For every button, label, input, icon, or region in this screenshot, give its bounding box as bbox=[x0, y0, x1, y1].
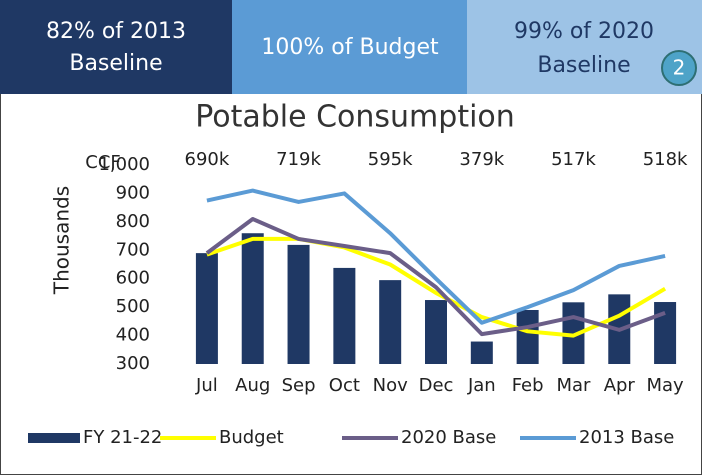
y-tick-label: 300 bbox=[116, 353, 150, 374]
legend-label: 2020 Base bbox=[401, 427, 496, 448]
header-text: 99% of 2020 bbox=[514, 19, 654, 44]
header-text: Baseline bbox=[537, 53, 630, 78]
line bbox=[206, 188, 666, 325]
y-unit: CCF bbox=[85, 152, 121, 173]
x-tick-label: Oct bbox=[329, 375, 360, 396]
x-tick-label: Feb bbox=[512, 375, 544, 396]
bar bbox=[379, 280, 402, 364]
bar bbox=[654, 302, 677, 364]
data-label: 595k bbox=[368, 149, 413, 170]
y-tick-label: 800 bbox=[116, 211, 150, 232]
y-tick-label: 900 bbox=[116, 182, 150, 203]
x-tick-label: Jul bbox=[195, 375, 218, 396]
x-tick-label: Aug bbox=[235, 375, 270, 396]
x-tick-label: Apr bbox=[604, 375, 636, 396]
line bbox=[205, 217, 666, 337]
bar bbox=[195, 253, 218, 364]
bar bbox=[287, 244, 310, 364]
legend-label: Budget bbox=[219, 427, 284, 448]
header-box bbox=[467, 0, 702, 94]
chart-title: Potable Consumption bbox=[195, 100, 515, 135]
y-tick-label: 500 bbox=[116, 296, 150, 317]
x-tick-label: Jan bbox=[467, 375, 496, 396]
legend-swatch bbox=[28, 433, 80, 443]
x-tick-label: Nov bbox=[373, 375, 408, 396]
data-label: 518k bbox=[643, 149, 688, 170]
x-tick-label: Mar bbox=[556, 375, 591, 396]
x-tick-label: Dec bbox=[419, 375, 454, 396]
y-tick-label: 700 bbox=[116, 239, 150, 260]
bar bbox=[516, 309, 539, 364]
y-tick-label: 1,000 bbox=[98, 154, 150, 175]
x-tick-label: May bbox=[646, 375, 684, 396]
badge bbox=[661, 50, 697, 86]
bar bbox=[333, 267, 356, 364]
y-tick-label: 400 bbox=[116, 325, 150, 346]
data-label: 517k bbox=[551, 149, 596, 170]
bar bbox=[470, 341, 493, 364]
line bbox=[206, 236, 667, 338]
badge-text: 2 bbox=[673, 56, 686, 80]
header-box bbox=[0, 0, 232, 94]
bar bbox=[425, 300, 447, 364]
header-box bbox=[232, 0, 467, 94]
bar bbox=[241, 233, 264, 364]
header-text: Baseline bbox=[69, 51, 162, 76]
data-label: 690k bbox=[185, 149, 230, 170]
header-text: 100% of Budget bbox=[261, 35, 439, 60]
data-label: 719k bbox=[276, 149, 321, 170]
x-tick-label: Sep bbox=[282, 375, 316, 396]
data-label: 379k bbox=[459, 149, 504, 170]
legend-label: 2013 Base bbox=[579, 427, 674, 448]
y-tick-label: 600 bbox=[116, 268, 150, 289]
legend-label: FY 21-22 bbox=[83, 427, 162, 448]
header-text: 82% of 2013 bbox=[46, 19, 186, 44]
y-axis-title: Thousands bbox=[50, 186, 74, 295]
